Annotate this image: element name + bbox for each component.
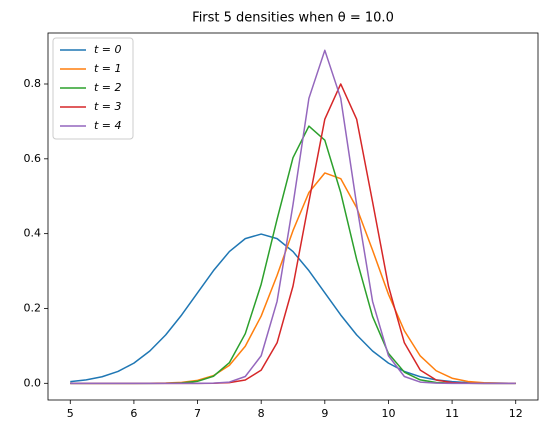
y-tick-label: 0.0 — [24, 376, 42, 389]
series-line — [70, 125, 516, 385]
series-line — [70, 233, 516, 385]
series-line — [70, 83, 516, 385]
legend-label: t = 2 — [94, 81, 122, 94]
legend-label: t = 1 — [94, 62, 122, 75]
series-line — [70, 49, 516, 385]
y-tick-label: 0.4 — [24, 227, 42, 240]
y-tick-label: 0.8 — [24, 77, 42, 90]
plot-frame — [47, 32, 539, 401]
x-tick-label: 9 — [321, 407, 328, 420]
x-tick-label: 11 — [445, 407, 459, 420]
x-tick-label: 10 — [381, 407, 395, 420]
legend-label: t = 4 — [94, 119, 122, 132]
y-tick-label: 0.2 — [24, 301, 42, 314]
y-tick-label: 0.6 — [24, 152, 42, 165]
legend-box — [52, 37, 134, 140]
x-tick-label: 12 — [509, 407, 523, 420]
x-tick-label: 6 — [130, 407, 137, 420]
x-tick-label: 5 — [67, 407, 74, 420]
x-tick-label: 7 — [194, 407, 201, 420]
legend-label: t = 0 — [94, 43, 122, 56]
chart-title: First 5 densities when θ = 10.0 — [192, 11, 394, 26]
x-tick-label: 8 — [258, 407, 265, 420]
legend-label: t = 3 — [94, 100, 122, 113]
